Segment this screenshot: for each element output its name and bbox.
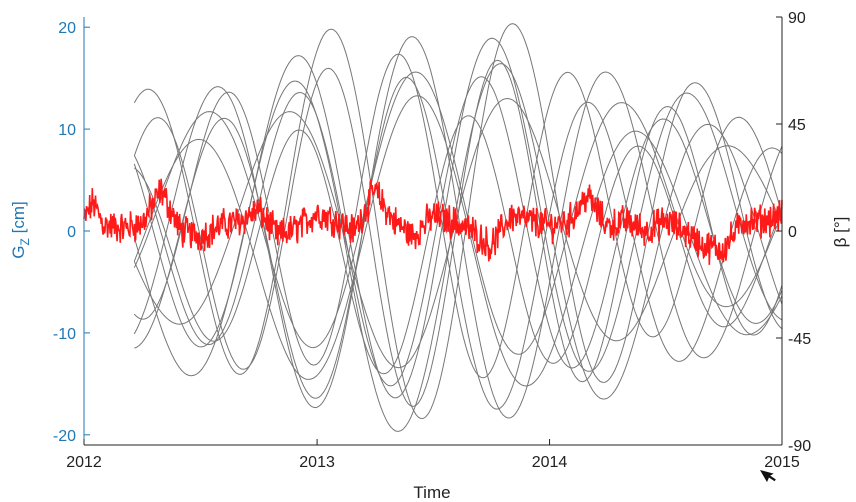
gz-series-group: [83, 178, 783, 265]
left-tick-label: 10: [58, 122, 76, 139]
right-tick-label: 45: [788, 117, 806, 134]
beta-curve: [133, 37, 783, 399]
right-tick-label: 0: [788, 224, 797, 241]
beta-series-group: [133, 23, 783, 432]
cursor-pointer-icon: [760, 470, 776, 483]
x-tick-label: 2012: [66, 454, 102, 471]
right-tick-label: -90: [788, 438, 811, 455]
beta-curve: [133, 76, 783, 387]
beta-curve: [133, 63, 783, 432]
left-tick-label: 0: [67, 224, 76, 241]
left-axis-title-unit: [cm]: [9, 201, 28, 238]
left-axis-title: GZ [cm]: [9, 201, 32, 258]
beta-curve: [133, 59, 783, 407]
right-tick-label: -45: [788, 331, 811, 348]
left-axis-title-main: G: [9, 245, 28, 258]
x-axis-title: Time: [413, 483, 450, 502]
left-tick-label: -10: [53, 326, 76, 343]
left-tick-label: 20: [58, 20, 76, 37]
left-tick-label: -20: [53, 428, 76, 445]
right-axis-title: β [°]: [831, 217, 850, 248]
x-tick-label: 2015: [764, 454, 800, 471]
left-axis-title-sub: Z: [18, 238, 32, 245]
x-tick-label: 2014: [532, 454, 568, 471]
beta-curve: [133, 23, 783, 420]
x-tick-label: 2013: [299, 454, 335, 471]
beta-curve: [133, 71, 783, 355]
gz-line: [83, 178, 783, 265]
right-tick-label: 90: [788, 10, 806, 27]
